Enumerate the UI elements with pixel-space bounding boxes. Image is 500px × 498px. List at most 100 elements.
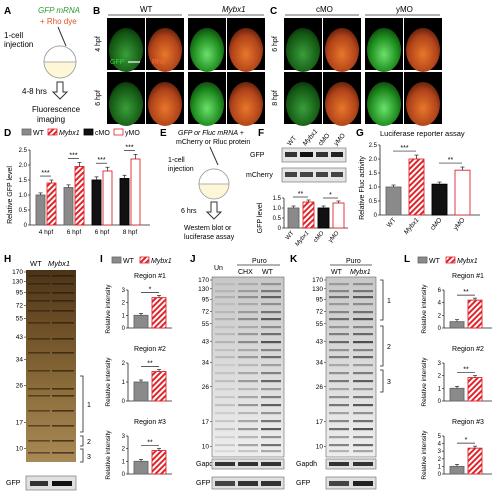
- mw-label: 170: [312, 277, 323, 284]
- significance-label: **: [147, 440, 153, 447]
- y-axis-label: Relative intensity: [105, 284, 112, 334]
- f-column-label: WT: [286, 135, 298, 147]
- mw-label: 95: [202, 296, 210, 303]
- c-ymo-label: yMO: [396, 5, 413, 14]
- b-row1: 4 hpf: [95, 36, 102, 52]
- y-tick-label: 1.0: [19, 193, 28, 199]
- legend-label: WT: [33, 130, 45, 137]
- y-tick-label: 1.5: [369, 171, 378, 177]
- x-tick-label: cMO: [429, 217, 443, 232]
- y-tick-label: 1.5: [19, 178, 28, 184]
- bar: [74, 166, 85, 226]
- mw-label: 17: [16, 420, 24, 427]
- x-tick-label: WT: [285, 230, 296, 241]
- mw-label: 55: [316, 321, 324, 328]
- h-gfp-blot: [25, 475, 77, 491]
- region-title: Region #2: [134, 346, 166, 353]
- h-region1: 1: [87, 402, 91, 409]
- y-tick-label: 1.0: [369, 185, 378, 191]
- panel-letter-i: I: [100, 254, 103, 265]
- legend-swatch: [445, 256, 456, 264]
- region-title: Region #1: [134, 273, 166, 280]
- region-title: Region #3: [452, 419, 484, 426]
- mw-label: 26: [16, 382, 24, 389]
- panel-g: G Luciferase reporter assay Relative Flu…: [356, 128, 480, 236]
- j-chx: CHX: [238, 269, 253, 276]
- k-puro: Puro: [346, 258, 361, 265]
- bar: [467, 299, 483, 329]
- significance-label: ***: [41, 170, 49, 177]
- panel-letter-l: L: [404, 254, 410, 265]
- significance-label: **: [298, 191, 304, 198]
- panel-letter-c: C: [270, 6, 277, 17]
- bar: [151, 371, 167, 402]
- k-region1: 1: [387, 298, 391, 305]
- a-out2: imaging: [37, 115, 65, 124]
- g-chart: 00.51.01.52.02.5 *****WT Mybx1 cMO yMO: [369, 143, 480, 236]
- bar: [454, 169, 471, 216]
- y-tick-label: 2: [438, 313, 442, 319]
- panel-letter-f: F: [258, 128, 264, 139]
- l-chart: Region #1 Relative intensity 0 2 4 6 ** Region …: [421, 273, 492, 480]
- significance-label: ***: [125, 144, 133, 151]
- e-inj2: injection: [168, 166, 194, 173]
- k-gapdh-blot: [325, 458, 377, 470]
- mw-label: 43: [316, 338, 324, 345]
- y-tick-label: 1.0: [273, 206, 282, 212]
- panel-letter-d: D: [4, 128, 11, 139]
- y-tick-label: 0.5: [273, 216, 282, 222]
- significance-label: ***: [69, 152, 77, 159]
- k-col-wt: WT: [331, 269, 343, 276]
- y-tick-label: 0: [438, 326, 442, 332]
- a-embryo-cell: [43, 45, 77, 63]
- e-out2: luciferase assay: [184, 234, 235, 241]
- y-tick-label: 2.5: [369, 143, 378, 149]
- y-axis-label: Relative intensity: [421, 357, 428, 407]
- significance-label: ***: [97, 157, 105, 164]
- legend-swatch: [21, 128, 32, 136]
- h-col-wt: WT: [30, 259, 42, 268]
- mw-label: 34: [316, 359, 324, 366]
- k-puro-blot: [325, 276, 377, 458]
- x-tick-label: Mybx1: [295, 230, 311, 247]
- j-gapdh: Gapdh: [196, 461, 217, 468]
- mw-label: 10: [316, 443, 324, 450]
- y-tick-label: 2.0: [369, 157, 378, 163]
- x-tick-label: yMO: [452, 217, 466, 232]
- k-col-mut: Mybx1: [350, 269, 371, 276]
- b-wt-label: WT: [140, 5, 153, 14]
- f-ylabel: GFP level: [257, 202, 264, 233]
- f-column-label: yMO: [333, 132, 347, 147]
- mw-label: 26: [316, 384, 324, 391]
- y-tick-label: 0: [24, 223, 28, 229]
- b-mut-label: Mybx1: [222, 5, 246, 14]
- significance-label: *: [465, 437, 468, 444]
- legend-label: Mybx1: [59, 130, 80, 137]
- panel-letter-h: H: [4, 254, 11, 265]
- x-tick-label: cMO: [313, 230, 326, 244]
- k-gfp: GFP: [296, 480, 311, 487]
- legend-label: WT: [123, 258, 135, 265]
- bar: [431, 183, 448, 216]
- k-region2: 2: [387, 344, 391, 351]
- e-line1: GFP or Fluc mRNA +: [178, 130, 244, 137]
- y-tick-label: 0: [374, 213, 378, 219]
- bar: [449, 387, 465, 402]
- g-title: Luciferase reporter assay: [380, 129, 465, 138]
- f-column-label: cMO: [317, 132, 331, 147]
- panel-k: K Puro WT Mybx1 170 130 95 72 55 43 34 26 17 10 1…: [290, 254, 391, 490]
- bar: [91, 179, 102, 226]
- y-tick-label: 2: [122, 301, 126, 307]
- x-tick-label: WT: [386, 217, 398, 229]
- b-image-grid: [107, 18, 265, 126]
- bar: [302, 201, 315, 229]
- panel-letter-k: K: [290, 254, 298, 265]
- legend-swatch: [417, 256, 428, 264]
- k-gapdh: Gapdh: [296, 461, 317, 468]
- e-inj1: 1-cell: [168, 157, 185, 164]
- d-ylabel: Relative GFP level: [7, 166, 14, 224]
- f-blot-gfp: [281, 147, 347, 163]
